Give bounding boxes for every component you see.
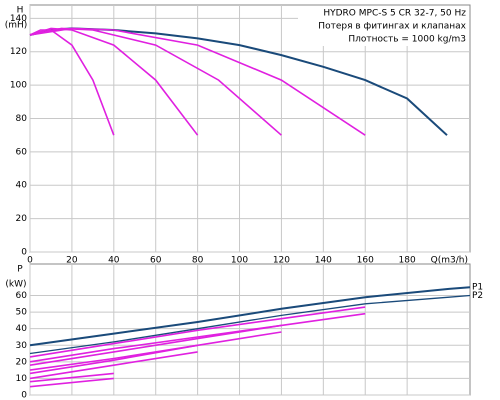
- y-axis-unit: (mH): [5, 21, 28, 31]
- y-tick-label: 40: [16, 324, 28, 334]
- series-line: [29, 27, 199, 136]
- annotation-box: [298, 6, 469, 46]
- series-line: [29, 286, 471, 347]
- series-line: [29, 306, 366, 358]
- y-tick-label: 20: [16, 357, 28, 367]
- y-tick-label: 120: [10, 47, 27, 57]
- x-tick-label: 100: [231, 256, 248, 266]
- y-axis-unit: (kW): [5, 280, 26, 290]
- series-line: [29, 372, 114, 383]
- series-label: P1: [472, 283, 483, 293]
- y-tick-label: 20: [16, 214, 28, 224]
- y-tick-label: 80: [16, 114, 28, 124]
- x-tick-label: 20: [66, 256, 78, 266]
- x-tick-label: 180: [399, 256, 416, 266]
- x-tick-label: 80: [192, 256, 204, 266]
- y-tick-label: 50: [16, 308, 28, 318]
- series-line: [29, 351, 198, 380]
- series-line: [29, 344, 198, 375]
- x-tick-label: 0: [27, 256, 33, 266]
- x-tick-label: 60: [150, 256, 162, 266]
- y-tick-label: 30: [16, 341, 28, 351]
- x-tick-label: 120: [273, 256, 290, 266]
- series-line: [29, 27, 366, 136]
- y-tick-label: 0: [21, 391, 27, 400]
- series-line: [29, 312, 366, 363]
- series-line: [29, 324, 282, 366]
- plot-area: [29, 4, 471, 253]
- x-tick-label: 40: [108, 256, 120, 266]
- annotation: Плотность = 1000 kg/m3: [348, 35, 466, 45]
- annotation: Потеря в фитингах и клапанах: [318, 22, 466, 32]
- series-label: P2: [472, 291, 483, 301]
- series-line: [29, 29, 115, 136]
- series-line: [29, 377, 114, 388]
- x-axis-label: Q(m3/h): [431, 256, 468, 266]
- series-line: [29, 294, 471, 355]
- y-tick-label: 0: [21, 248, 27, 258]
- y-tick-label: 60: [16, 147, 28, 157]
- y-axis-label: P: [17, 265, 23, 275]
- y-tick-label: 100: [10, 81, 27, 91]
- x-tick-label: 160: [357, 256, 374, 266]
- y-tick-label: 60: [16, 291, 28, 301]
- series-line: [29, 331, 282, 371]
- y-tick-label: 140: [10, 14, 27, 24]
- series-line: [29, 27, 282, 136]
- y-axis-label: H: [17, 6, 24, 16]
- y-tick-label: 40: [16, 181, 28, 191]
- x-tick-label: 140: [315, 256, 332, 266]
- annotation: HYDRO MPC-S 5 CR 32-7, 50 Hz: [323, 9, 466, 19]
- y-tick-label: 10: [16, 374, 28, 384]
